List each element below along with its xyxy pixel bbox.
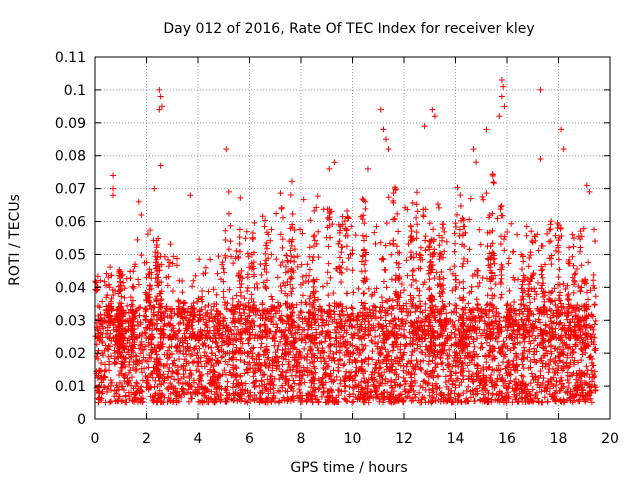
chart-svg: 0246810121416182000.010.020.030.040.050.…	[0, 0, 640, 480]
roti-chart: 0246810121416182000.010.020.030.040.050.…	[0, 0, 640, 480]
